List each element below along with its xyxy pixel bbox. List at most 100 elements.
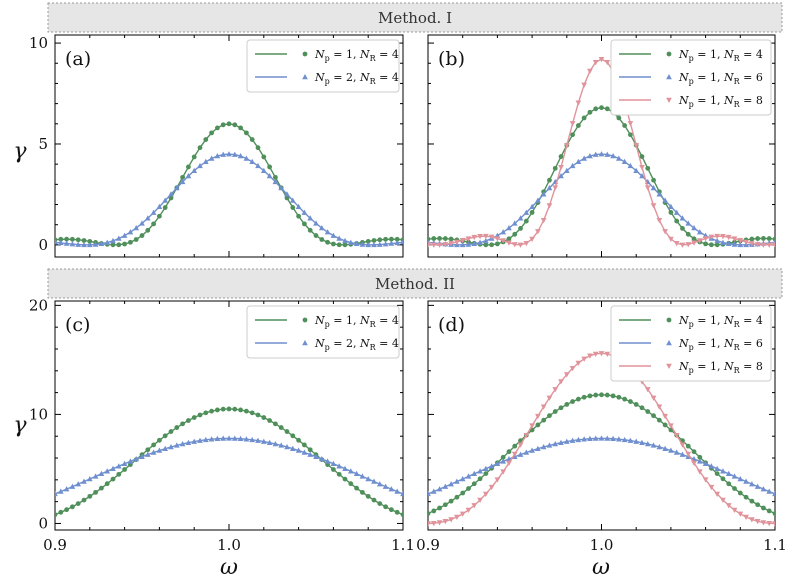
panel-a: 0 5 10 (a) Np = 1, NR = 4 Np = 2, NR = 4 (29, 34, 404, 258)
legend-marker (666, 317, 672, 323)
data-point (668, 447, 674, 453)
data-point (278, 425, 284, 430)
y-axis-label-top: γ (13, 139, 27, 164)
legend-label: Np = 1, NR = 8 (678, 94, 763, 109)
data-point (569, 437, 576, 443)
data-point (685, 242, 692, 248)
data-point (477, 234, 483, 240)
data-point (186, 418, 191, 423)
data-point (760, 520, 767, 526)
data-point (289, 197, 296, 203)
data-point (284, 195, 290, 201)
data-point (157, 437, 162, 443)
data-point (696, 229, 703, 235)
data-point (535, 197, 541, 203)
data-point (58, 509, 64, 515)
series-line (428, 437, 775, 495)
data-point (592, 351, 599, 357)
data-point (63, 486, 70, 492)
data-point (482, 491, 489, 497)
data-point (208, 155, 215, 161)
plot-area (428, 56, 775, 248)
data-point (75, 501, 81, 506)
data-point (243, 155, 250, 161)
data-point (552, 409, 558, 414)
data-point (737, 475, 744, 482)
data-point (454, 494, 460, 500)
data-point (87, 239, 93, 244)
data-point (696, 238, 703, 244)
data-point (260, 438, 267, 444)
data-point (754, 519, 761, 525)
data-point (563, 167, 570, 173)
data-point (737, 511, 744, 517)
data-point (743, 478, 749, 484)
data-point (668, 210, 674, 215)
banner-method-2: Method. II (47, 268, 783, 299)
y-tick-label: 5 (38, 135, 48, 153)
data-point (523, 432, 530, 439)
data-point (685, 451, 692, 458)
legend: Np = 1, NR = 4 Np = 2, NR = 4 (246, 305, 400, 359)
data-point (354, 485, 359, 491)
data-point (662, 197, 668, 203)
data-point (442, 242, 449, 248)
data-point (214, 435, 221, 442)
data-point (511, 451, 518, 458)
data-point (552, 165, 558, 171)
data-point (197, 412, 203, 418)
data-point (185, 439, 192, 445)
data-point (714, 242, 720, 248)
legend-label: Np = 1, NR = 4 (678, 48, 763, 63)
data-point (93, 489, 98, 495)
data-point (382, 241, 389, 247)
data-point (755, 236, 761, 241)
data-point (428, 511, 431, 516)
data-point (389, 507, 394, 513)
data-point (226, 406, 232, 412)
data-point (731, 507, 738, 514)
data-point (139, 453, 145, 459)
data-point (633, 143, 640, 149)
data-point (477, 497, 483, 504)
data-point (535, 229, 541, 235)
data-point (454, 514, 460, 521)
data-point (116, 471, 122, 477)
data-point (628, 132, 633, 138)
data-point (772, 521, 775, 527)
legend: Np = 1, NR = 4 Np = 2, NR = 4 (246, 39, 400, 93)
legend-label: Np = 1, NR = 8 (678, 360, 763, 375)
data-point (261, 415, 267, 420)
data-point (173, 184, 180, 191)
data-point (488, 234, 495, 240)
data-point (324, 458, 331, 464)
data-point (482, 237, 489, 244)
legend-label: Np = 1, NR = 4 (314, 48, 399, 63)
data-point (359, 241, 366, 247)
data-point (755, 502, 761, 508)
data-point (500, 458, 507, 464)
data-point (766, 236, 772, 241)
data-point (383, 236, 388, 242)
data-point (540, 191, 547, 197)
data-point (388, 240, 395, 246)
data-point (454, 478, 460, 484)
data-point (471, 503, 478, 509)
data-point (237, 153, 244, 159)
data-point (75, 241, 82, 247)
data-point (365, 239, 371, 244)
data-point (202, 436, 209, 443)
data-point (156, 447, 163, 453)
data-point (394, 239, 401, 246)
data-point (610, 153, 616, 159)
data-point (69, 241, 76, 247)
data-point (523, 209, 530, 215)
data-point (482, 233, 489, 240)
data-point (336, 463, 343, 469)
data-point (540, 443, 547, 450)
data-point (150, 449, 157, 455)
data-point (598, 351, 605, 357)
data-point (55, 239, 58, 245)
data-point (255, 412, 261, 418)
data-point (471, 234, 478, 241)
